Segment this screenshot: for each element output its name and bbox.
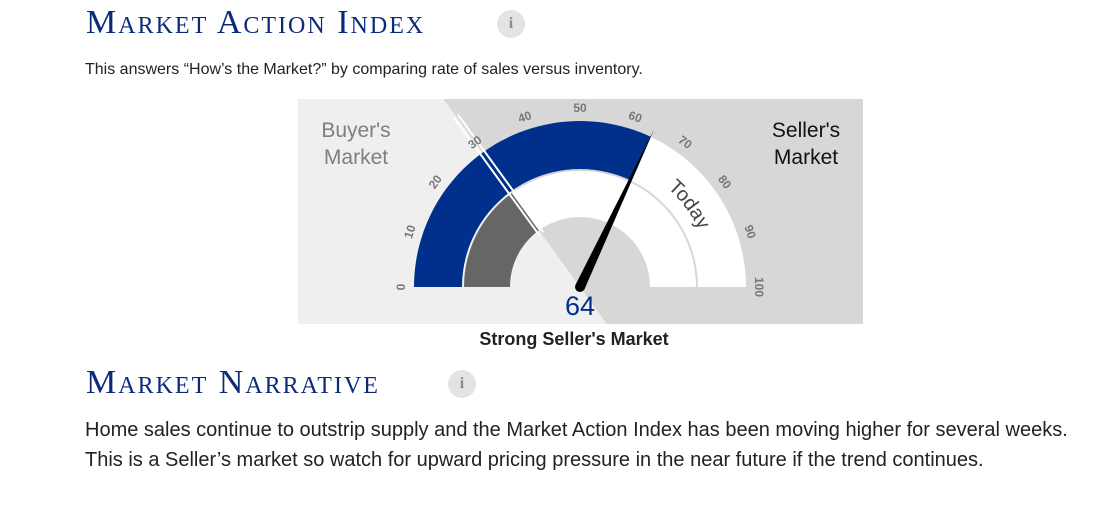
sellers-market-label: Seller's Market: [772, 119, 840, 169]
gauge-needle: [575, 129, 655, 290]
gauge-caption: Strong Seller's Market: [479, 329, 669, 349]
threshold-divider-line: [453, 117, 540, 236]
today-arc: [414, 120, 651, 288]
market-narrative-title: Market Narrative: [86, 364, 380, 401]
market-action-description: This answers “How’s the Market?” by comp…: [85, 61, 643, 78]
info-icon[interactable]: i: [497, 10, 525, 38]
tick-label: 0: [394, 283, 408, 290]
last-month-track: [464, 171, 696, 287]
tick-label: 10: [401, 223, 419, 240]
market-narrative-text: Home sales continue to outstrip supply a…: [85, 419, 1068, 471]
buyers-market-label: Buyer's Market: [321, 119, 390, 169]
tick-label: 90: [741, 223, 759, 240]
tick-label: 60: [627, 108, 644, 126]
tick-label: 50: [573, 101, 587, 115]
gauge-value: 64: [565, 291, 595, 321]
market-action-index-title: Market Action Index: [86, 4, 426, 41]
threshold-divider-line: [457, 114, 545, 233]
tick-label: 40: [516, 108, 533, 126]
needle-hub: [575, 282, 585, 292]
tick-label: 100: [752, 277, 766, 297]
info-icon[interactable]: i: [448, 370, 476, 398]
last-month-arc: [464, 193, 539, 287]
